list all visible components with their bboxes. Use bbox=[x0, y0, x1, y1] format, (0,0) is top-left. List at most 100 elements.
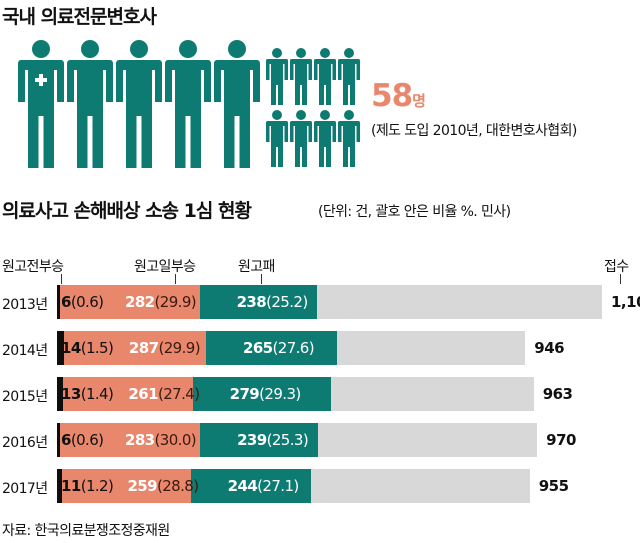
bar-full-win bbox=[57, 469, 63, 503]
year-label: 2014년 bbox=[2, 343, 48, 359]
bar-loss bbox=[199, 285, 318, 319]
label-percent: (0.6) bbox=[70, 431, 104, 449]
legend-leader-filed bbox=[620, 274, 621, 284]
bar-partial-win bbox=[60, 423, 201, 457]
legend-partial-win: 원고일부승 bbox=[134, 259, 196, 275]
label-percent: (27.4) bbox=[157, 385, 200, 403]
label-percent: (1.5) bbox=[80, 339, 114, 357]
label-full-win: 14(1.5) bbox=[61, 331, 114, 365]
bar-loss bbox=[200, 423, 319, 457]
label-loss: 265(27.6) bbox=[242, 331, 315, 365]
label-value: 287 bbox=[128, 339, 159, 357]
label-percent: (29.9) bbox=[154, 293, 197, 311]
label-percent: (1.4) bbox=[80, 385, 114, 403]
person-icon-small bbox=[290, 110, 312, 167]
label-percent: (27.1) bbox=[257, 477, 299, 495]
label-full-win: 13(1.4) bbox=[61, 377, 114, 411]
person-icon-small bbox=[314, 110, 336, 167]
bar-loss bbox=[205, 331, 338, 365]
bar-partial-win bbox=[62, 469, 191, 503]
label-value: 14 bbox=[61, 339, 81, 357]
year-label: 2015년 bbox=[2, 389, 48, 405]
person-icon bbox=[116, 40, 162, 168]
label-filed-total: 963 bbox=[542, 385, 573, 403]
label-value: 265 bbox=[242, 339, 273, 357]
label-full-win: 11(1.2) bbox=[61, 469, 114, 503]
year-label: 2016년 bbox=[2, 435, 48, 451]
bar-full-win bbox=[57, 423, 60, 457]
label-percent: (25.2) bbox=[266, 293, 308, 311]
label-loss: 238(25.2) bbox=[236, 285, 309, 319]
label-percent: (0.6) bbox=[70, 293, 104, 311]
lawyer-count-value: 58 bbox=[371, 78, 413, 114]
label-value: 261 bbox=[128, 385, 158, 403]
bar-partial-win bbox=[60, 285, 200, 319]
label-percent: (29.9) bbox=[158, 339, 200, 357]
label-partial-win: 283(30.0) bbox=[125, 423, 197, 457]
year-label: 2013년 bbox=[2, 297, 48, 313]
label-value: 6 bbox=[61, 293, 71, 311]
label-percent: (27.6) bbox=[272, 339, 315, 357]
legend-leader-partial-win bbox=[175, 274, 176, 284]
bar-partial-win bbox=[63, 331, 206, 365]
label-percent: (1.2) bbox=[80, 477, 114, 495]
person-icon-small bbox=[266, 48, 288, 105]
person-icon-small bbox=[290, 48, 312, 105]
label-filed-total: 955 bbox=[538, 477, 569, 495]
label-value: 283 bbox=[125, 431, 155, 449]
bar-full-win bbox=[57, 331, 64, 365]
label-value: 13 bbox=[61, 385, 81, 403]
bar-partial-win bbox=[63, 377, 193, 411]
legend-leader-loss bbox=[261, 274, 262, 284]
lawyer-count-unit: 명 bbox=[412, 92, 426, 110]
person-icon bbox=[18, 40, 64, 168]
label-partial-win: 261(27.4) bbox=[128, 377, 200, 411]
label-partial-win: 287(29.9) bbox=[128, 331, 201, 365]
label-percent: (29.3) bbox=[259, 385, 301, 403]
label-filed-total: 1,101 bbox=[611, 293, 640, 311]
person-icon-small bbox=[314, 48, 336, 105]
legend-full-win: 원고전부승 bbox=[2, 259, 64, 275]
chart-title: 의료사고 손해배상 소송 1심 현황 bbox=[2, 200, 252, 222]
person-icon bbox=[165, 40, 211, 168]
bar-loss bbox=[192, 377, 331, 411]
bar-loss bbox=[190, 469, 312, 503]
label-percent: (30.0) bbox=[154, 431, 197, 449]
page-title: 국내 의료전문변호사 bbox=[2, 6, 157, 28]
lawyer-count: 58명 bbox=[371, 78, 426, 114]
year-label: 2017년 bbox=[2, 481, 48, 497]
label-value: 282 bbox=[125, 293, 155, 311]
person-icon-small bbox=[338, 110, 360, 167]
label-percent: (28.8) bbox=[156, 477, 199, 495]
label-partial-win: 282(29.9) bbox=[125, 285, 197, 319]
label-value: 238 bbox=[236, 293, 267, 311]
label-percent: (25.3) bbox=[266, 431, 309, 449]
bar-full-win bbox=[57, 377, 64, 411]
label-filed-total: 946 bbox=[534, 339, 565, 357]
legend-leader-full-win bbox=[61, 274, 62, 284]
person-icon bbox=[214, 40, 260, 168]
count-note: (제도 도입 2010년, 대한변호사협회) bbox=[371, 123, 577, 139]
person-icon-small bbox=[266, 110, 288, 167]
person-icon-small bbox=[338, 48, 360, 105]
label-value: 239 bbox=[237, 431, 267, 449]
label-loss: 279(29.3) bbox=[229, 377, 302, 411]
label-filed-total: 970 bbox=[546, 431, 576, 449]
label-value: 279 bbox=[229, 385, 260, 403]
label-value: 6 bbox=[61, 431, 71, 449]
label-full-win: 6(0.6) bbox=[61, 285, 104, 319]
label-value: 259 bbox=[127, 477, 157, 495]
label-value: 244 bbox=[227, 477, 258, 495]
label-loss: 244(27.1) bbox=[227, 469, 300, 503]
source-note: 자료: 한국의료분쟁조정중재원 bbox=[2, 523, 170, 539]
legend-filed: 접수 bbox=[604, 259, 629, 275]
medical-cross-icon bbox=[35, 74, 47, 86]
label-loss: 239(25.3) bbox=[237, 423, 309, 457]
people-pictogram bbox=[18, 40, 360, 168]
label-full-win: 6(0.6) bbox=[61, 423, 104, 457]
chart-subtitle: (단위: 건, 괄호 안은 비율 %. 민사) bbox=[318, 204, 511, 220]
bar-full-win bbox=[57, 285, 60, 319]
label-value: 11 bbox=[61, 477, 81, 495]
label-partial-win: 259(28.8) bbox=[127, 469, 199, 503]
person-icon bbox=[67, 40, 113, 168]
